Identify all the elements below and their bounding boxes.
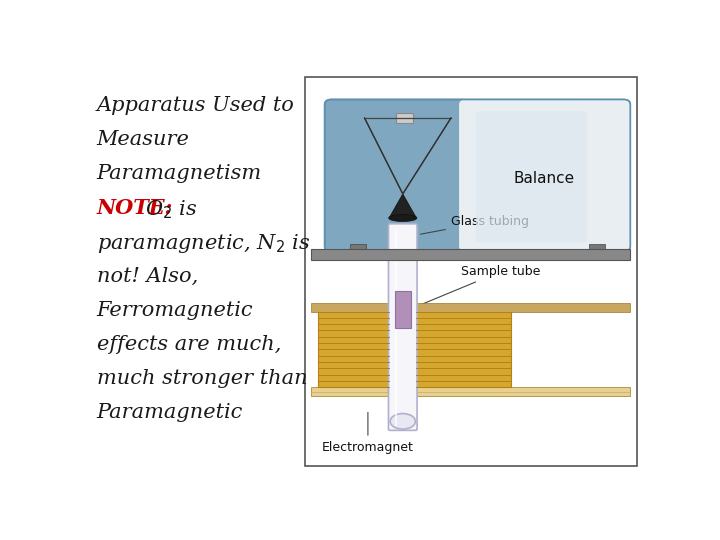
Ellipse shape — [390, 414, 415, 429]
Polygon shape — [390, 194, 416, 217]
Text: paramagnetic, N$_2$ is: paramagnetic, N$_2$ is — [96, 232, 310, 255]
Text: Electromagnet: Electromagnet — [322, 413, 414, 454]
FancyBboxPatch shape — [476, 111, 587, 242]
Bar — [416, 312, 510, 387]
Bar — [395, 291, 411, 328]
Bar — [312, 387, 630, 396]
FancyBboxPatch shape — [305, 77, 637, 466]
Text: Ferromagnetic: Ferromagnetic — [96, 301, 253, 320]
Text: Glass tubing: Glass tubing — [420, 214, 529, 234]
Text: NOTE:: NOTE: — [96, 198, 173, 218]
Text: O$_2$ is: O$_2$ is — [145, 198, 197, 221]
Text: Measure: Measure — [96, 130, 189, 149]
Bar — [396, 113, 413, 123]
Bar — [312, 303, 630, 312]
Text: effects are much,: effects are much, — [96, 335, 281, 354]
Bar — [589, 245, 606, 253]
Bar — [312, 249, 630, 260]
FancyBboxPatch shape — [389, 224, 417, 430]
Ellipse shape — [389, 214, 417, 221]
Text: Balance: Balance — [513, 171, 575, 186]
Bar — [318, 312, 390, 387]
Text: Paramagnetism: Paramagnetism — [96, 164, 262, 183]
Bar — [350, 245, 366, 253]
Text: Apparatus Used to: Apparatus Used to — [96, 96, 294, 115]
Text: not! Also,: not! Also, — [96, 266, 198, 286]
Text: Paramagnetic: Paramagnetic — [96, 403, 243, 422]
FancyBboxPatch shape — [325, 99, 630, 252]
Text: Sample tube: Sample tube — [418, 265, 540, 306]
FancyBboxPatch shape — [459, 99, 630, 252]
Text: much stronger than: much stronger than — [96, 369, 307, 388]
